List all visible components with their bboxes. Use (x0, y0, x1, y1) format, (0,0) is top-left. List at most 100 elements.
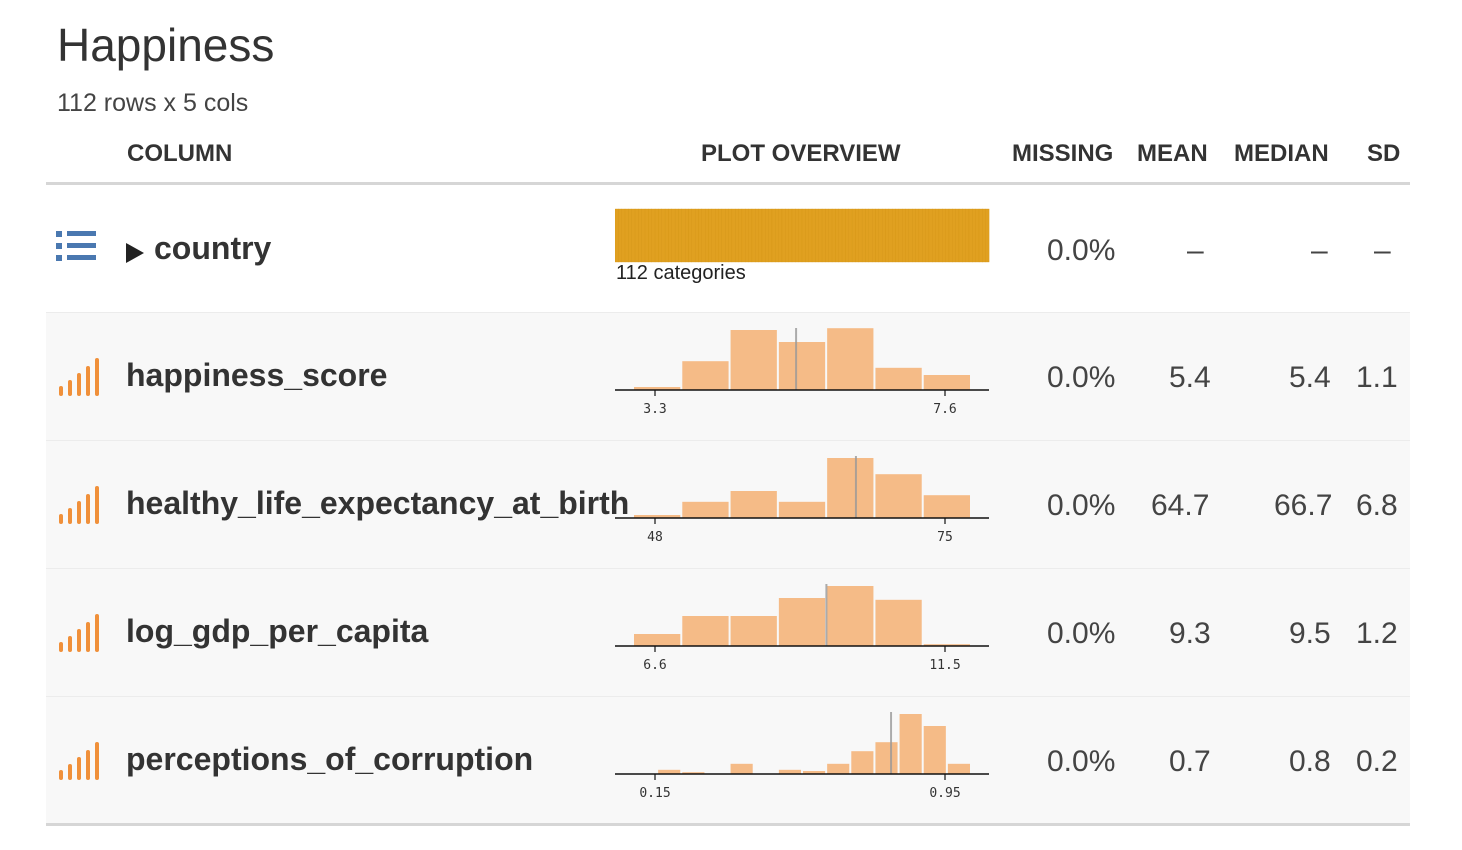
histogram-bar (923, 375, 970, 390)
tick-max-label: 0.95 (929, 786, 960, 801)
category-strip (915, 208, 920, 263)
category-strip (731, 208, 736, 263)
histogram-plot: 48 75 (615, 456, 989, 545)
tick-max-label: 7.6 (933, 402, 956, 417)
category-strip (918, 208, 923, 263)
category-strip (648, 208, 653, 263)
table-row: country 112 categories 0.0% – – – (46, 186, 1410, 313)
histogram-bar (658, 769, 681, 774)
category-strip (795, 208, 799, 263)
category-strip (741, 208, 746, 263)
category-strip (978, 208, 983, 263)
category-strip (925, 208, 930, 263)
category-strip (855, 208, 860, 263)
page-title: Happiness (57, 19, 275, 71)
column-name[interactable]: perceptions_of_corruption (126, 741, 534, 777)
median-value: 5.4 (1289, 361, 1331, 394)
missing-value: 0.0% (1047, 617, 1116, 650)
category-strip (885, 208, 890, 263)
sd-value: 1.2 (1356, 617, 1398, 650)
category-strip (785, 208, 789, 263)
column-name[interactable]: country (154, 230, 272, 266)
table-row: log_gdp_per_capita 6.6 11.5 0.0% 9.3 9.5 … (46, 568, 1410, 696)
category-strip (684, 208, 689, 263)
category-strip (634, 208, 639, 263)
category-strip (861, 208, 866, 263)
category-strip (845, 208, 850, 263)
category-strip (975, 208, 980, 263)
histogram-bar (947, 763, 970, 774)
category-strip (651, 208, 656, 263)
category-strip (661, 208, 666, 263)
category-strip (958, 208, 963, 263)
table-row: perceptions_of_corruption 0.15 0.95 0.0% … (46, 696, 1410, 824)
category-strip (688, 208, 693, 263)
category-strip (838, 208, 843, 263)
histogram-bar (827, 586, 874, 646)
histogram-bar (851, 751, 874, 774)
category-strip (748, 208, 753, 263)
histogram-bar (899, 714, 922, 774)
histogram-bar (827, 763, 850, 774)
category-strip (641, 208, 646, 263)
category-strip (878, 208, 883, 263)
category-strip (828, 208, 833, 263)
histogram-bar (730, 330, 777, 390)
histogram-bar (634, 515, 681, 518)
category-strip (902, 208, 906, 263)
category-strip (908, 208, 913, 263)
category-strip (698, 208, 703, 263)
bar-signal-icon (59, 742, 99, 780)
histogram-bar (778, 598, 826, 646)
table-row: healthy_life_expectancy_at_birth 48 75 0.… (46, 440, 1410, 568)
category-strip (821, 208, 826, 263)
category-strip (768, 208, 773, 263)
table-dimensions: 112 rows x 5 cols (57, 89, 249, 117)
category-strip (881, 208, 886, 263)
tick-min-label: 48 (647, 530, 663, 545)
category-bar-plot (615, 208, 990, 263)
header-divider (46, 182, 1410, 185)
missing-value: 0.0% (1047, 234, 1116, 267)
category-strip (718, 208, 723, 263)
category-strip (875, 208, 880, 263)
category-strip (644, 208, 649, 263)
column-name[interactable]: happiness_score (126, 357, 388, 393)
bar-signal-icon (59, 614, 99, 652)
category-strip (755, 208, 759, 263)
category-strip (758, 208, 763, 263)
mean-value: 9.3 (1169, 617, 1211, 650)
header-sd: SD (1367, 140, 1401, 167)
histogram-bar (682, 361, 729, 390)
category-strip (728, 208, 733, 263)
column-name[interactable]: healthy_life_expectancy_at_birth (126, 485, 630, 521)
category-strip (654, 208, 659, 263)
histogram-bar (803, 771, 826, 774)
category-strip (942, 208, 946, 263)
category-strip (674, 208, 679, 263)
category-strip (621, 208, 626, 263)
category-strip (798, 208, 803, 263)
histogram-plot: 3.3 7.6 (615, 328, 989, 417)
category-strip (805, 208, 809, 263)
histogram-bar (923, 495, 970, 518)
histogram-bar (682, 772, 705, 774)
category-strip (932, 208, 936, 263)
header-mean: MEAN (1137, 140, 1208, 167)
missing-value: 0.0% (1047, 745, 1116, 778)
category-strip (952, 208, 956, 263)
category-strip (835, 208, 840, 263)
mean-value: 64.7 (1151, 489, 1210, 522)
category-strip (935, 208, 940, 263)
category-strip (638, 208, 642, 263)
histogram-plot: 0.15 0.95 (615, 712, 989, 801)
expand-triangle-icon[interactable] (126, 243, 144, 263)
histogram-bar (730, 491, 777, 518)
category-strip (664, 208, 669, 263)
histogram-bar (730, 616, 777, 646)
category-strip (721, 208, 726, 263)
header-median: MEDIAN (1234, 140, 1329, 167)
category-strip (945, 208, 950, 263)
column-name[interactable]: log_gdp_per_capita (126, 613, 429, 649)
category-strip (955, 208, 960, 263)
